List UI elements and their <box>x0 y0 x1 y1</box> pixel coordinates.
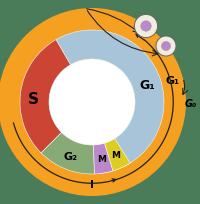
Text: G₁: G₁ <box>140 79 155 92</box>
Circle shape <box>49 59 135 145</box>
Text: G₂: G₂ <box>64 152 78 162</box>
Text: S: S <box>28 92 39 108</box>
Wedge shape <box>94 143 113 174</box>
Text: M: M <box>98 155 107 164</box>
Wedge shape <box>20 40 70 153</box>
Wedge shape <box>56 30 164 174</box>
Circle shape <box>162 41 170 51</box>
Text: G₀: G₀ <box>185 99 197 109</box>
Circle shape <box>141 21 151 31</box>
Wedge shape <box>0 8 186 196</box>
Text: M: M <box>111 151 120 160</box>
Circle shape <box>134 14 158 38</box>
Wedge shape <box>41 132 95 174</box>
Wedge shape <box>105 139 130 171</box>
Circle shape <box>156 36 176 56</box>
Text: I: I <box>90 180 94 190</box>
Text: G₁: G₁ <box>165 75 179 85</box>
